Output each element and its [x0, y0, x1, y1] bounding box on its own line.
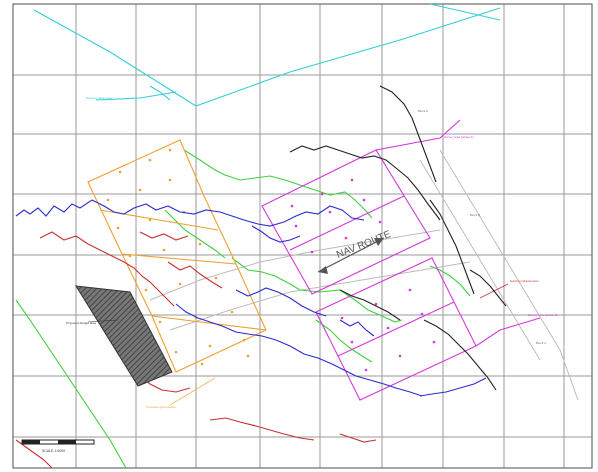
scale-bar [21, 439, 95, 445]
orange-label: Proposed grid location [146, 405, 176, 409]
magenta-survey-blocks [261, 119, 541, 401]
hatch-label: Proposed dredge area [66, 321, 96, 325]
cyan-lines [33, 3, 501, 107]
orange-survey-points [106, 148, 250, 366]
magenta-survey-points [290, 178, 436, 372]
magenta-label-1: Survey area (phase 1) [444, 135, 474, 139]
green-contours [15, 149, 471, 469]
cyan-label: Existing cable route [86, 96, 113, 100]
block-b-label: Block B [470, 213, 480, 217]
block-c-label: Block C [536, 341, 547, 345]
blue-contours [15, 199, 487, 397]
map-frame [12, 3, 593, 469]
hatched-dredge-area [75, 285, 173, 387]
block-a-label: Block A [418, 109, 428, 113]
nav-route-indicator [317, 237, 385, 274]
black-contours [289, 85, 507, 391]
scale-label: SCALE 1:5000 [42, 449, 65, 453]
magenta-label-2: Survey area (phase 2) [528, 313, 558, 317]
red-label: Existing infrastructure [510, 279, 539, 283]
map-grid [13, 4, 592, 468]
